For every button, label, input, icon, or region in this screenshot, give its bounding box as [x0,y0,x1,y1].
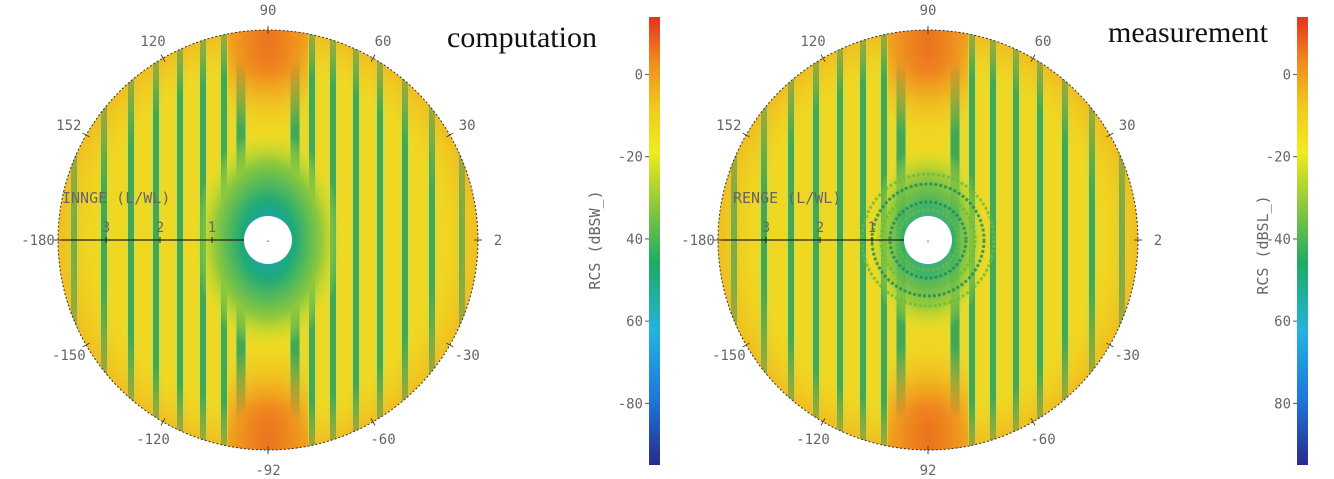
angle-tick [742,132,750,138]
colorbar-tick-label: 40 [626,232,643,248]
angle-label: 152 [716,118,741,134]
range-axis-label: RENGE (L/WL) [733,189,841,207]
angle-label: 2 [494,233,502,249]
colorbar-ticks: 0 -20 40 60 -80 [618,68,649,412]
colorbar [1297,17,1308,465]
angle-tick [1030,54,1036,62]
colorbar-tick-label: 60 [1274,314,1291,330]
angle-label: -150 [52,348,86,364]
angle-label: -150 [712,348,746,364]
colorbar-tick-label: -20 [1266,150,1291,166]
angle-label: 120 [800,34,825,50]
range-tick-label: 1 [868,220,876,236]
angle-tick [1106,342,1114,348]
angle-tick [370,54,376,62]
angle-label: 152 [56,118,81,134]
angle-label: 120 [140,34,165,50]
center-mark: - [265,236,271,247]
range-axis-label: INNGE (L/WL) [62,189,170,207]
range-tick-label: 2 [156,220,164,236]
colorbar-tick-label: -80 [618,396,643,412]
angle-label: -30 [455,348,480,364]
colorbar-tick-label: -20 [618,150,643,166]
angle-label: 60 [1035,34,1052,50]
panel-title: computation [447,21,597,54]
angle-label: -92 [255,463,280,479]
angle-label: 2 [1154,233,1162,249]
angle-label: -60 [1030,432,1055,448]
colorbar-tick-label: 60 [626,314,643,330]
angle-label: 90 [260,3,277,19]
angle-labels: 90 120 60 152 30 -180 2 -150 -30 -120 -60 92 [681,3,1162,479]
measurement-panel: - 3 2 1 RENGE (L/WL) 90 120 60 152 30 -180 2 -150… [681,3,1308,479]
computation-panel: - 3 2 1 INNGE (L/WL) 90 120 60 152 30 -180 2 -150… [21,3,660,479]
range-tick-label: 3 [762,220,770,236]
panel-title: measurement [1108,16,1269,49]
range-tick-label: 1 [208,220,216,236]
colorbar-tick-label: 0 [635,68,643,84]
center-hole [244,216,292,264]
angle-label: -120 [796,432,830,448]
angle-tick [370,418,376,426]
colorbar-ticks: 0 -20 -40 60 80 [1266,68,1297,412]
angle-tick [1030,418,1036,426]
angle-label: 30 [459,118,476,134]
angle-tick [446,342,454,348]
angle-tick [742,342,750,348]
angle-tick [160,418,166,426]
angle-tick [160,54,166,62]
range-ticks: 3 2 1 [762,220,876,243]
angle-label: 90 [920,3,937,19]
angle-label: -180 [21,233,55,249]
angle-tick [82,342,90,348]
angle-tick [820,418,826,426]
angle-label: -60 [370,432,395,448]
angle-label: 60 [375,34,392,50]
colorbar [649,17,660,465]
angle-label: 92 [920,463,937,479]
angle-label: -30 [1115,348,1140,364]
colorbar-tick-label: -40 [1266,232,1291,248]
angle-label: -120 [136,432,170,448]
angle-tick [446,132,454,138]
colorbar-tick-label: 0 [1283,68,1291,84]
range-tick-label: 3 [102,220,110,236]
range-tick-label: 2 [816,220,824,236]
colorbar-tick-label: 80 [1274,396,1291,412]
center-hole [904,216,952,264]
angle-tick [1106,132,1114,138]
center-mark: - [925,236,931,247]
angle-tick [820,54,826,62]
colorbar-label: RCS (dBSL_) [1254,195,1272,294]
range-ticks: 3 2 1 [102,220,216,243]
angle-label: 30 [1119,118,1136,134]
angle-labels: 90 120 60 152 30 -180 2 -150 -30 -120 -60 -92 [21,3,502,479]
colorbar-label: RCS (dBSW_) [586,190,604,289]
angle-label: -180 [681,233,715,249]
angle-tick [82,132,90,138]
